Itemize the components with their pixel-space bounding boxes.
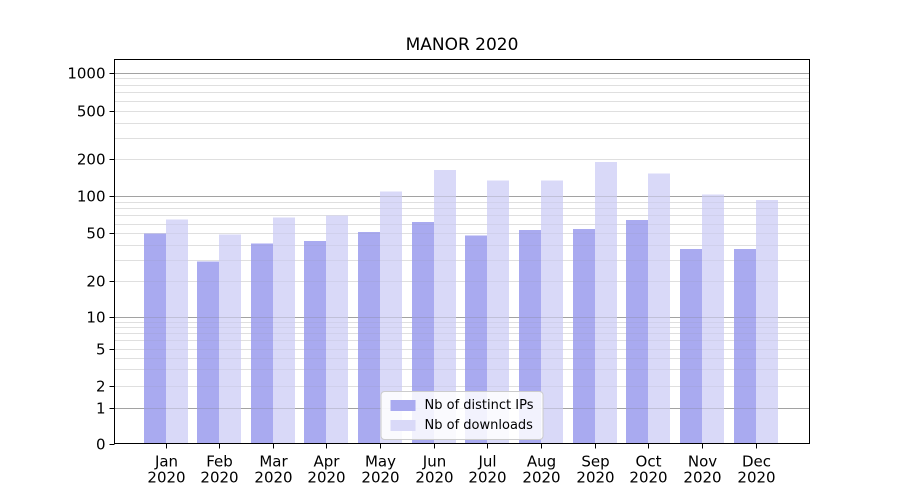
bar-feb-nb-of-distinct-ips	[197, 261, 219, 444]
x-tick-marks	[166, 443, 757, 449]
x-tick-sublabel-dec: 2020	[737, 469, 775, 487]
y-tick-marks	[109, 73, 115, 445]
x-tick-label-jul: Jul	[477, 453, 496, 471]
bar-may-nb-of-downloads	[380, 191, 402, 444]
bar-mar-nb-of-distinct-ips	[251, 243, 273, 444]
bar-jan-nb-of-distinct-ips	[144, 233, 166, 444]
y-tick-label-1: 1	[96, 400, 106, 418]
x-tick-label-mar: Mar	[259, 453, 288, 471]
x-tick-sublabel-nov: 2020	[683, 469, 721, 487]
bar-may-nb-of-distinct-ips	[358, 232, 380, 444]
x-tick-label-nov: Nov	[688, 453, 717, 471]
bar-apr-nb-of-distinct-ips	[304, 241, 326, 444]
x-tick-label-may: May	[365, 453, 396, 471]
y-tick-label-20: 20	[86, 273, 105, 291]
bar-apr-nb-of-downloads	[326, 215, 348, 444]
bar-nov-nb-of-distinct-ips	[680, 249, 702, 444]
y-tick-label-50: 50	[86, 225, 105, 243]
x-tick-sublabel-sep: 2020	[576, 469, 614, 487]
x-tick-label-aug: Aug	[527, 453, 556, 471]
gridline-overlay-major	[114, 73, 810, 409]
legend-item-distinct-ips: Nb of distinct IPs	[390, 397, 534, 414]
bar-aug-nb-of-distinct-ips	[519, 230, 541, 444]
bar-sep-nb-of-downloads	[595, 162, 617, 444]
x-tick-sublabel-aug: 2020	[522, 469, 560, 487]
bar-dec-nb-of-downloads	[756, 200, 778, 444]
x-tick-sublabel-jun: 2020	[415, 469, 453, 487]
x-tick-label-apr: Apr	[314, 453, 341, 471]
x-tick-sublabel-may: 2020	[361, 469, 399, 487]
x-tick-label-jan: Jan	[154, 453, 178, 471]
y-tick-labels: 0 1 2 5 10 20 50 100 200 500 1000	[67, 65, 105, 454]
bar-mar-nb-of-downloads	[273, 217, 295, 444]
x-tick-sublabel-oct: 2020	[629, 469, 667, 487]
y-tick-label-10: 10	[86, 309, 105, 327]
x-tick-sublabel-feb: 2020	[200, 469, 238, 487]
x-tick-label-jun: Jun	[422, 453, 446, 471]
x-tick-label-dec: Dec	[742, 453, 771, 471]
legend-label-distinct-ips: Nb of distinct IPs	[424, 398, 534, 413]
x-tick-labels: Jan2020Feb2020Mar2020Apr2020May2020Jun20…	[147, 453, 775, 487]
plot-border	[114, 59, 810, 444]
y-tick-label-1000: 1000	[67, 65, 105, 83]
x-tick-sublabel-jan: 2020	[147, 469, 185, 487]
x-tick-sublabel-apr: 2020	[307, 469, 345, 487]
bar-jul-nb-of-downloads	[487, 180, 509, 444]
bar-oct-nb-of-downloads	[648, 173, 670, 444]
legend-swatch-downloads	[390, 420, 416, 431]
bar-jun-nb-of-distinct-ips	[412, 221, 434, 444]
bar-oct-nb-of-distinct-ips	[626, 220, 648, 444]
x-tick-label-sep: Sep	[581, 453, 609, 471]
chart-title: MANOR 2020	[405, 35, 519, 55]
legend-label-downloads: Nb of downloads	[424, 418, 533, 433]
y-tick-label-0: 0	[96, 436, 106, 454]
bars-nb-of-distinct-ips	[144, 220, 756, 444]
bar-jan-nb-of-downloads	[166, 219, 188, 444]
bar-nov-nb-of-downloads	[702, 194, 724, 444]
y-tick-label-100: 100	[77, 188, 106, 206]
bar-aug-nb-of-downloads	[541, 180, 563, 444]
y-tick-label-2: 2	[96, 378, 106, 396]
y-tick-label-200: 200	[77, 151, 106, 169]
bar-sep-nb-of-distinct-ips	[573, 229, 595, 444]
y-tick-label-500: 500	[77, 103, 106, 121]
x-tick-label-oct: Oct	[636, 453, 662, 471]
x-tick-sublabel-mar: 2020	[254, 469, 292, 487]
y-tick-label-5: 5	[96, 341, 106, 359]
x-tick-sublabel-jul: 2020	[468, 469, 506, 487]
x-tick-label-feb: Feb	[206, 453, 233, 471]
legend: Nb of distinct IPs Nb of downloads	[380, 391, 544, 440]
legend-item-downloads: Nb of downloads	[390, 417, 534, 434]
legend-swatch-distinct-ips	[390, 400, 416, 411]
bars-nb-of-downloads	[166, 162, 778, 444]
bar-dec-nb-of-distinct-ips	[734, 249, 756, 444]
bar-jun-nb-of-downloads	[434, 169, 456, 444]
gridline-overlay-minor	[114, 78, 810, 387]
bar-feb-nb-of-downloads	[219, 234, 241, 444]
